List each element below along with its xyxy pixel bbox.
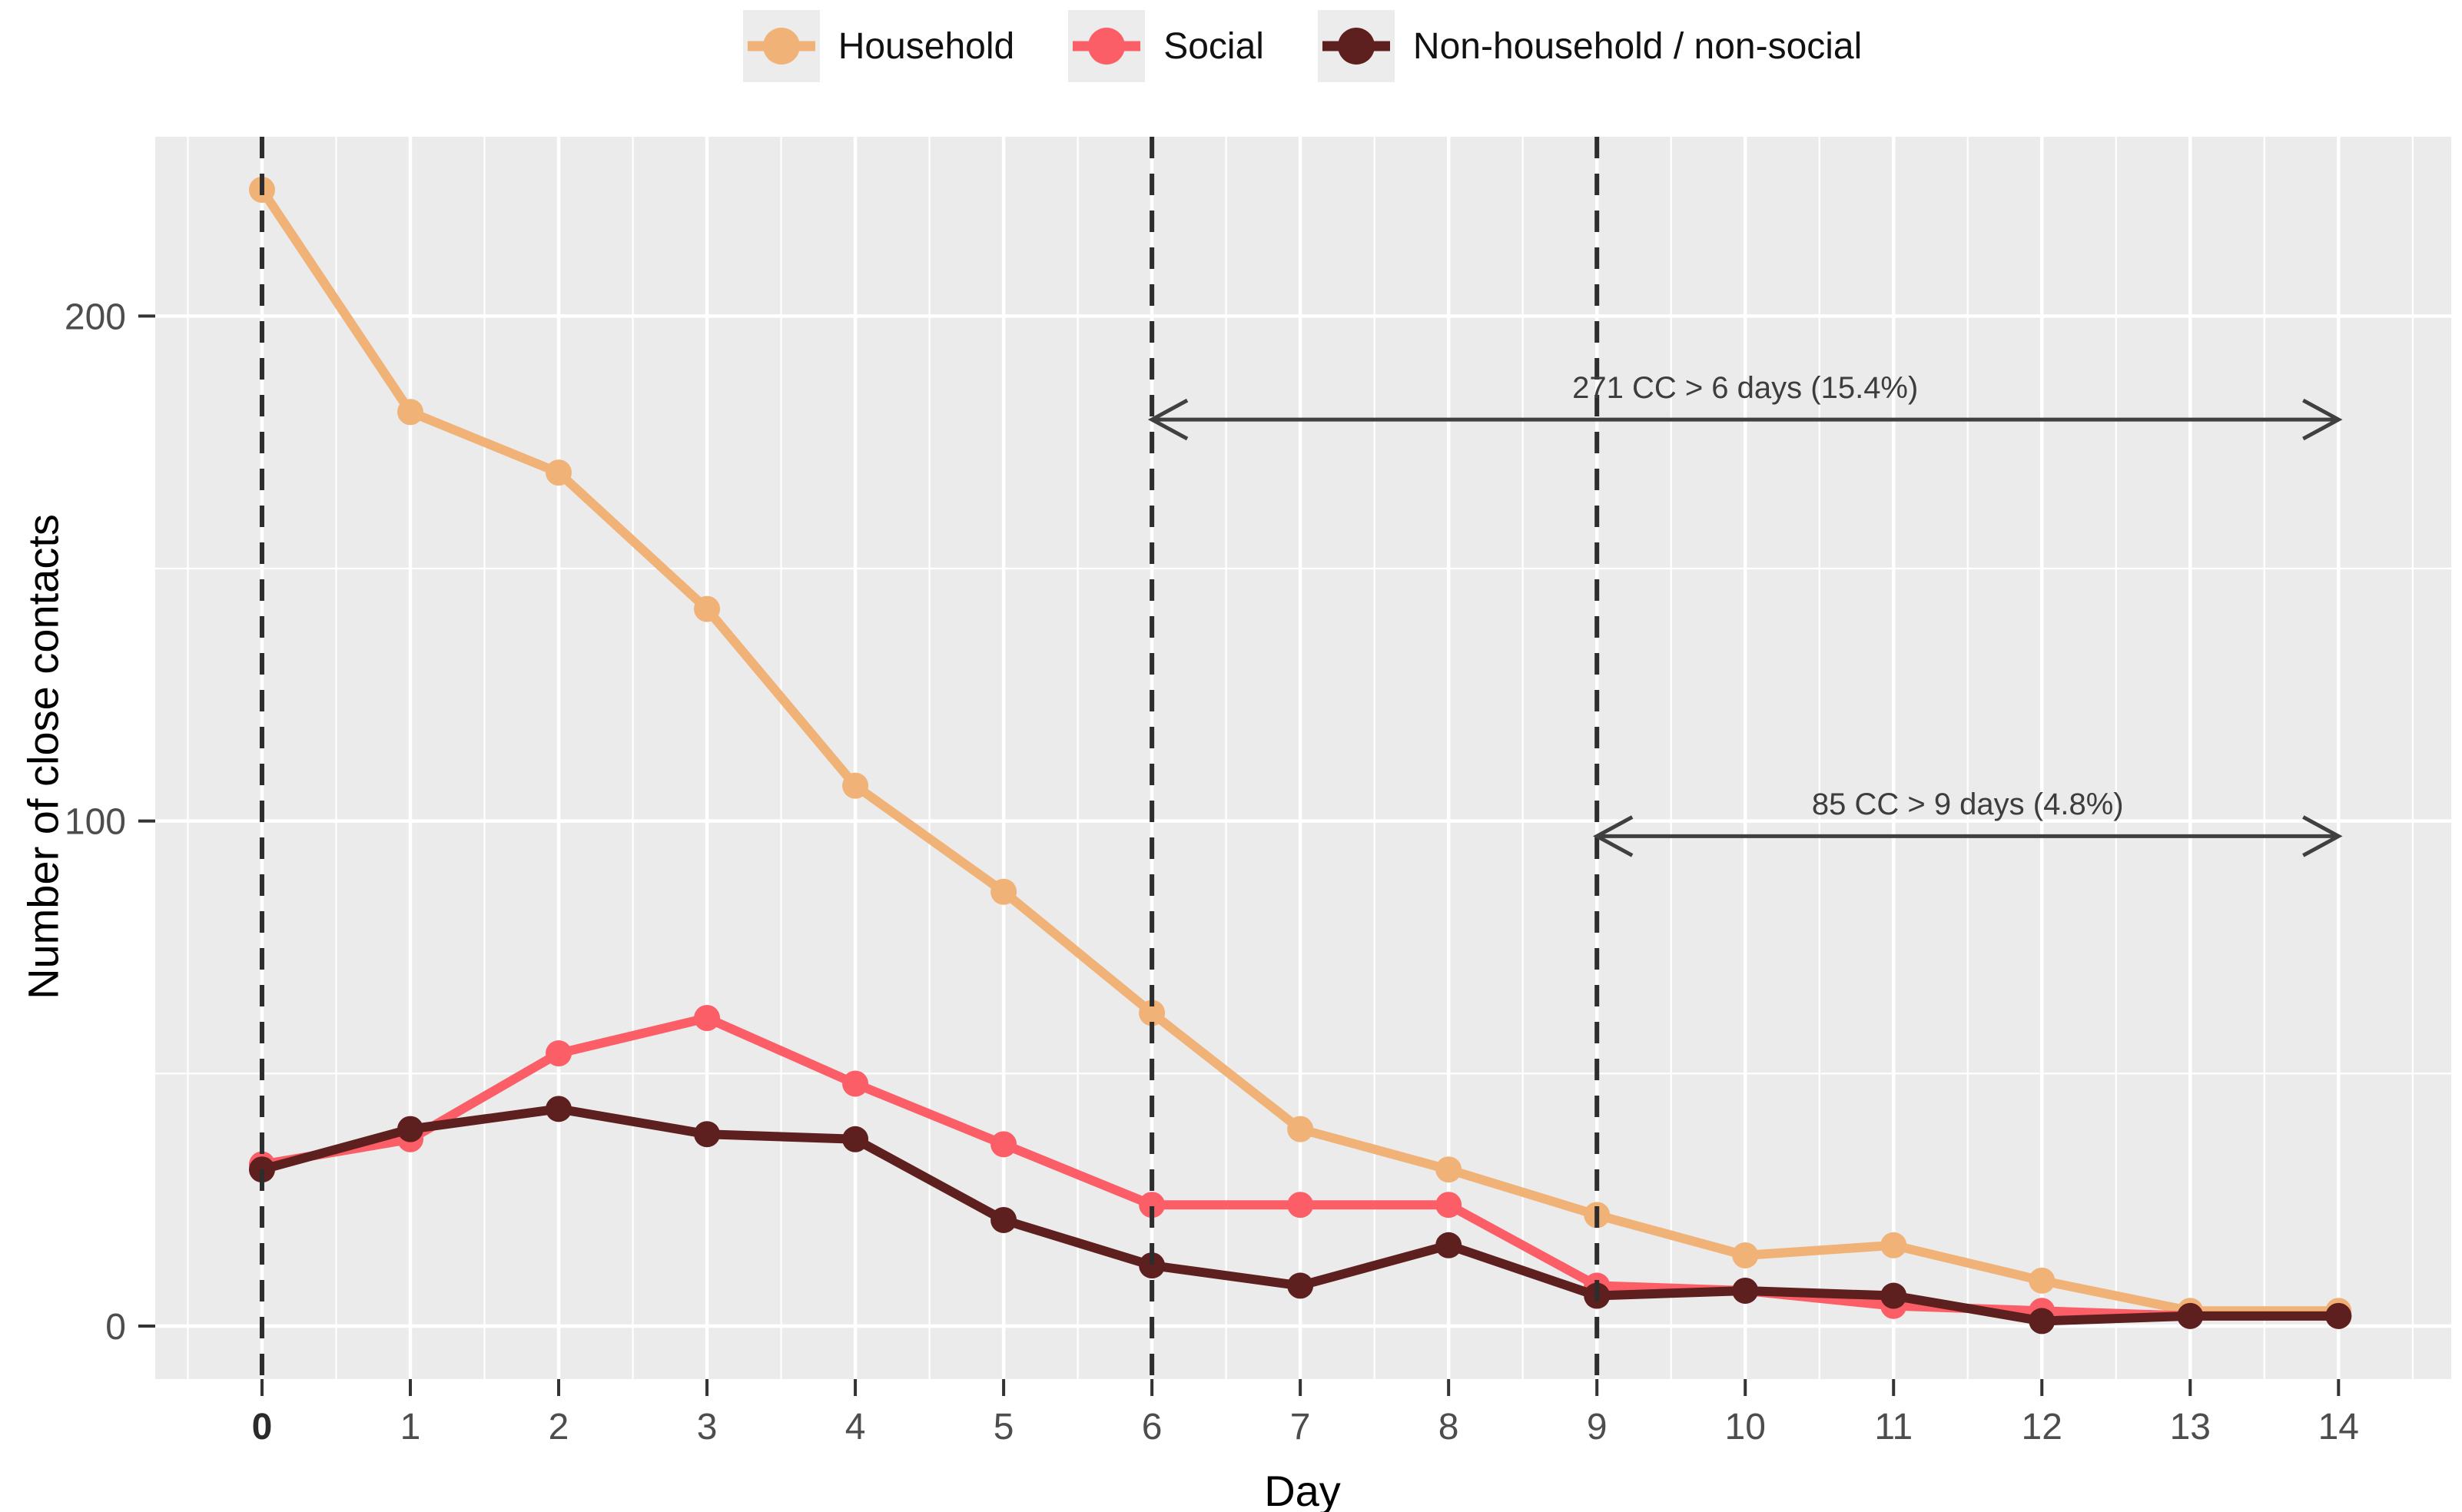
data-point (546, 459, 572, 486)
legend-label-social: Social (1163, 25, 1264, 67)
x-tick-label: 11 (1874, 1407, 1913, 1447)
annotation-arrow-1 (1592, 815, 2343, 857)
data-point (1435, 1192, 1462, 1219)
x-tick-label: 9 (1587, 1407, 1608, 1447)
legend-key-point (1088, 28, 1126, 65)
data-point (397, 1116, 423, 1142)
non-household-line-point-icon (1317, 10, 1395, 82)
legend-item-social: Social (1068, 10, 1264, 82)
data-point (1287, 1116, 1314, 1142)
x-tick-label: 7 (1290, 1407, 1311, 1447)
data-point (990, 1131, 1017, 1158)
series-household (248, 177, 2352, 1325)
social-line-point-icon (1068, 10, 1146, 82)
legend-item-household: Household (742, 10, 1015, 82)
data-point (397, 399, 423, 426)
x-tick-label: 6 (1142, 1407, 1163, 1447)
x-tick-label: 4 (845, 1407, 866, 1447)
annotation-cc-9-days: 85 CC > 9 days (4.8%) (1811, 788, 2124, 822)
data-point (1435, 1232, 1462, 1258)
data-point (694, 1121, 721, 1148)
x-tick-label: 12 (2022, 1407, 2062, 1447)
data-point (2029, 1267, 2056, 1294)
y-axis-title: Number of close contacts (18, 514, 68, 1000)
data-point (546, 1096, 572, 1122)
x-tick-label: 10 (1725, 1407, 1766, 1447)
data-point (1880, 1232, 1907, 1258)
x-tick-label: 13 (2170, 1407, 2211, 1447)
arrow-head-left-icon (1147, 398, 1189, 441)
arrow-head-right-icon (2302, 815, 2343, 857)
x-tick-label: 8 (1438, 1407, 1459, 1447)
data-point (2325, 1302, 2352, 1329)
legend-item-non-household: Non-household / non-social (1317, 10, 1863, 82)
y-tick-label: 200 (65, 297, 126, 337)
data-point (990, 878, 1017, 905)
legend-label-non-household: Non-household / non-social (1412, 25, 1863, 67)
data-point (990, 1206, 1017, 1233)
data-point (1880, 1282, 1907, 1309)
x-tick-label: 2 (549, 1407, 569, 1447)
series-non-household-non-social (248, 1096, 2352, 1335)
data-point (694, 1005, 721, 1032)
legend: Household Social Non-household / non-soc… (154, 8, 2451, 85)
x-tick-label: 14 (2318, 1407, 2359, 1447)
x-axis-title: Day (1264, 1467, 1341, 1512)
data-point (1287, 1192, 1314, 1219)
x-tick-label: 0 (252, 1407, 273, 1447)
data-point (546, 1040, 572, 1067)
data-point (694, 595, 721, 622)
arrow-head-left-icon (1592, 815, 1634, 857)
y-tick-label: 0 (105, 1307, 126, 1348)
data-point (842, 772, 869, 799)
data-point (842, 1070, 869, 1097)
data-point (1139, 1192, 1166, 1219)
data-point (1139, 1252, 1166, 1279)
plot-panel (155, 137, 2451, 1379)
legend-key-point (762, 28, 800, 65)
x-tick-label: 1 (400, 1407, 421, 1447)
arrow-head-right-icon (2302, 398, 2343, 441)
data-point (1732, 1242, 1759, 1268)
legend-key-point (1337, 28, 1375, 65)
data-point (1435, 1156, 1462, 1183)
data-point (1732, 1277, 1759, 1304)
data-point (842, 1126, 869, 1152)
legend-label-household: Household (838, 25, 1015, 67)
data-point (2029, 1308, 2056, 1335)
x-tick-label: 5 (994, 1407, 1014, 1447)
data-point (1139, 1000, 1166, 1026)
annotation-arrow-0 (1147, 398, 2343, 441)
annotation-cc-6-days: 271 CC > 6 days (15.4%) (1572, 371, 1919, 406)
y-tick-label: 100 (65, 802, 126, 843)
household-line-point-icon (742, 10, 820, 82)
x-tick-label: 3 (697, 1407, 718, 1447)
data-point (2177, 1302, 2204, 1329)
data-point (1287, 1272, 1314, 1299)
